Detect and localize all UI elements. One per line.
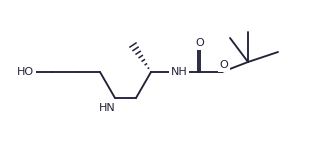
Text: HN: HN (99, 103, 115, 113)
Text: O: O (196, 38, 204, 48)
Text: O: O (220, 60, 228, 70)
Text: NH: NH (171, 67, 187, 77)
Text: HO: HO (16, 67, 34, 77)
